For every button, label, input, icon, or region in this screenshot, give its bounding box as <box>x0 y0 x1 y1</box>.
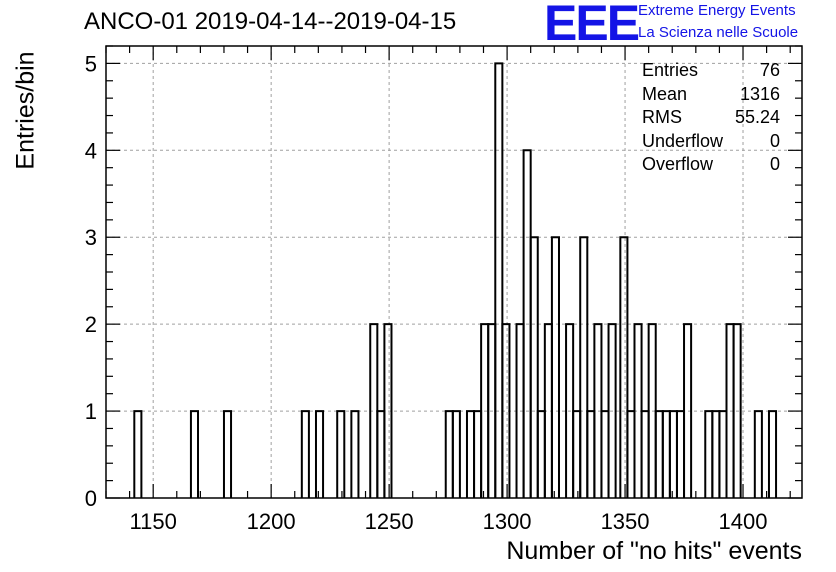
y-tick-label: 5 <box>85 51 97 76</box>
histogram-bin <box>473 410 483 498</box>
histogram-bin <box>732 323 742 498</box>
stat-row-underflow: Underflow 0 <box>642 131 780 155</box>
stat-name: Underflow <box>642 130 724 151</box>
y-axis-label: Entries/bin <box>11 51 40 170</box>
stat-value: 0 <box>769 154 780 174</box>
stat-value: 1316 <box>739 83 780 104</box>
histogram-bin <box>654 410 664 498</box>
y-tick-label: 0 <box>85 486 97 511</box>
histogram-bin <box>572 410 582 498</box>
tick-labels: 1150 1200 1250 1300 1350 1400 0 1 2 3 4 5 <box>85 51 768 534</box>
x-tick-label: 1400 <box>719 509 768 534</box>
histogram-bin <box>661 410 671 498</box>
histogram-bin <box>529 236 539 498</box>
histogram-bin <box>494 62 504 498</box>
x-tick-label: 1300 <box>483 509 532 534</box>
histogram-bin <box>536 410 546 498</box>
stat-name: Mean <box>642 83 688 104</box>
histogram-bin <box>350 410 360 498</box>
y-tick-label: 2 <box>85 312 97 337</box>
stat-row-rms: RMS 55.24 <box>642 107 780 131</box>
x-tick-label: 1350 <box>601 509 650 534</box>
stat-row-entries: Entries 76 <box>642 60 780 84</box>
x-axis-label: Number of "no hits" events <box>506 537 802 565</box>
y-tick-label: 4 <box>85 138 97 163</box>
axes <box>105 45 803 499</box>
stat-value: 55.24 <box>734 107 780 127</box>
histogram-bin <box>189 410 200 498</box>
logo-line-2: La Scienza nelle Scuole <box>638 24 799 41</box>
logo-line-1: Extreme Energy Events <box>638 2 796 19</box>
histogram-bin <box>336 410 346 498</box>
histogram-bin <box>619 236 629 498</box>
x-tick-label: 1250 <box>365 509 414 534</box>
x-tick-label: 1150 <box>130 509 177 534</box>
histogram-bin <box>300 410 310 498</box>
histogram-bin <box>314 410 325 498</box>
stats-box: Entries 76 Mean 1316 RMS 55.24 Underflow… <box>642 60 780 178</box>
eee-logo: EEE Extreme Energy Events La Scienza nel… <box>544 0 836 51</box>
histogram-bin <box>383 323 393 498</box>
histogram-bin <box>222 410 233 498</box>
histogram-bin <box>640 410 650 498</box>
histogram-bin <box>767 410 778 498</box>
histogram-bin <box>607 323 617 498</box>
histogram-bin <box>376 410 386 498</box>
histogram-bin <box>586 410 596 498</box>
histogram-bin <box>579 236 589 498</box>
histogram-bin <box>626 410 636 498</box>
histogram-bin <box>451 410 461 498</box>
chart-title: ANCO-01 2019-04-14--2019-04-15 <box>84 8 457 35</box>
histogram-bin <box>600 410 610 498</box>
histogram-bin <box>753 410 763 498</box>
histogram-bin <box>668 410 678 498</box>
stat-row-overflow: Overflow 0 <box>642 154 780 178</box>
histogram-bin <box>501 323 511 498</box>
histogram-bin <box>704 410 714 498</box>
histogram-bin <box>550 236 560 498</box>
histogram-bin <box>711 410 721 498</box>
y-tick-label: 1 <box>85 399 97 424</box>
stat-name: RMS <box>642 107 682 127</box>
stat-row-mean: Mean 1316 <box>642 84 780 108</box>
eee-logo-mark: EEE <box>544 0 640 51</box>
y-tick-label: 3 <box>85 225 97 250</box>
histogram-bin <box>133 410 143 498</box>
stat-value: 0 <box>769 130 780 151</box>
x-tick-label: 1200 <box>247 509 296 534</box>
histogram-bin <box>718 410 728 498</box>
stat-value: 76 <box>759 60 780 80</box>
histogram-bin <box>444 410 454 498</box>
histogram-bin <box>683 323 693 498</box>
histogram-bin <box>465 410 476 498</box>
histogram-bin <box>675 410 686 498</box>
stat-name: Entries <box>642 60 699 80</box>
histogram-bins <box>133 62 778 498</box>
stat-name: Overflow <box>642 154 714 174</box>
